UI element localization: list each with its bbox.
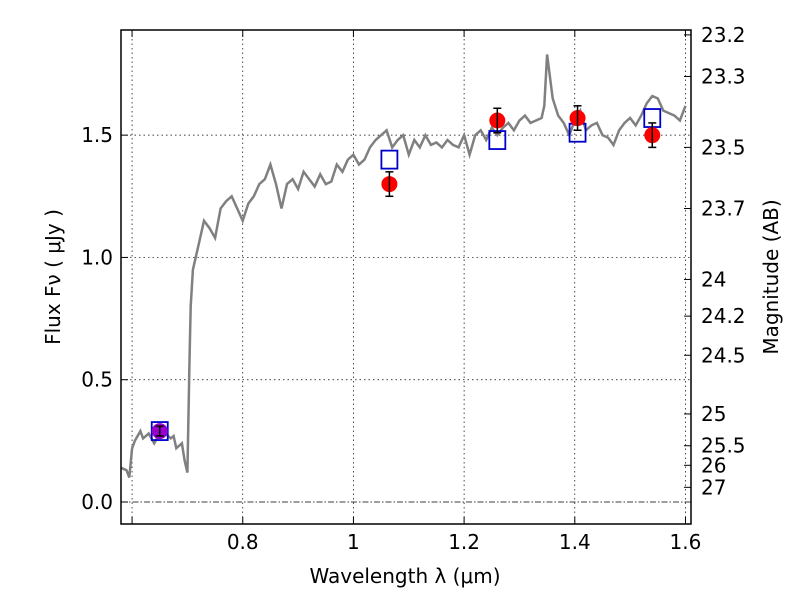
x-tick-label: 1.2 (448, 530, 480, 554)
magnitude-tick-label: 25.5 (701, 434, 746, 458)
magnitude-tick-label: 24.2 (701, 304, 746, 328)
x-axis-title: Wavelength λ (μm) (309, 564, 500, 588)
magnitude-tick-label: 24 (701, 267, 726, 291)
x-tick-label: 1.6 (670, 530, 702, 554)
x-tick-label: 1 (347, 530, 360, 554)
magnitude-tick-label: 23.2 (701, 23, 746, 47)
y-tick-label: 1.5 (81, 123, 113, 147)
model-photometry (150, 108, 662, 441)
magnitude-tick-label: 23.5 (701, 135, 746, 159)
x-tick-label: 0.8 (227, 530, 259, 554)
magnitude-tick-label: 23.7 (701, 197, 746, 221)
magnitude-tick-label: 25 (701, 402, 726, 426)
y-axis: 0.0 0.5 1.0 1.5 (81, 123, 128, 514)
y-tick-label: 1.0 (81, 245, 113, 269)
model-spectrum-line (120, 54, 687, 478)
magnitude-tick-label: 27 (701, 475, 726, 499)
x-axis: 0.8 1 1.2 1.4 1.6 (131, 30, 702, 554)
magnitude-tick-label: 26 (701, 453, 726, 477)
grid (121, 30, 691, 524)
model-photometry-square (380, 149, 399, 170)
magnitude-axis-title: Magnitude (AB) (759, 199, 783, 354)
x-tick-label: 1.4 (559, 530, 591, 554)
magnitude-tick-label: 24.5 (701, 343, 746, 367)
y-tick-label: 0.0 (81, 490, 113, 514)
magnitude-tick-label: 23.3 (701, 64, 746, 88)
y-tick-label: 0.5 (81, 368, 113, 392)
observed-photometry (151, 105, 661, 440)
y-axis-title: Flux Fν ( μJy ) (41, 209, 65, 345)
plot-frame (120, 29, 692, 525)
